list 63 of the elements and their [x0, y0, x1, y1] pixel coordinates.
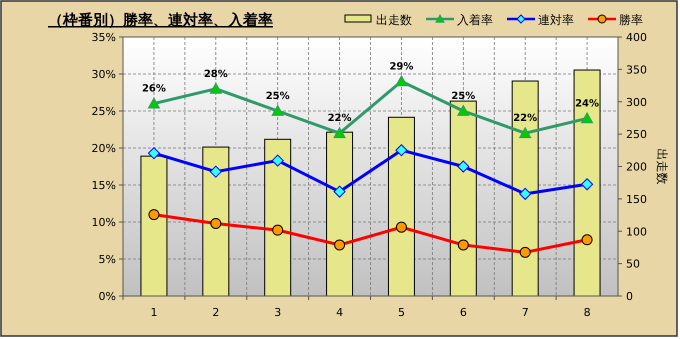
legend-label: 入着率 [457, 13, 493, 27]
data-label: 22% [328, 113, 352, 124]
y-tick-label: 15% [92, 179, 116, 192]
bar [512, 80, 539, 296]
data-label: 29% [389, 61, 414, 72]
point [519, 127, 532, 138]
point [457, 105, 470, 116]
point [395, 144, 408, 156]
y2-tick-label: 100 [626, 225, 647, 238]
x-tick-label: 6 [460, 306, 467, 319]
y-tick-label: 5% [98, 253, 116, 266]
legend-label: 連対率 [538, 13, 574, 27]
x-tick-label: 7 [522, 306, 529, 319]
data-label: 22% [513, 113, 538, 124]
bar [574, 70, 601, 296]
y2-tick-label: 400 [626, 31, 647, 44]
point [581, 178, 594, 190]
bar [140, 156, 168, 296]
y-tick-label: 25% [92, 105, 116, 118]
x-tick-label: 5 [398, 306, 405, 319]
y2-tick-label: 250 [626, 128, 647, 142]
y2-tick-label: 150 [626, 192, 647, 206]
point [457, 160, 470, 172]
point [581, 112, 594, 124]
bar [450, 100, 477, 296]
y2-axis-title: 出走数 [655, 148, 669, 184]
bar [326, 132, 354, 296]
bar [264, 138, 292, 296]
data-label: 28% [204, 68, 228, 80]
chart-title: （枠番別）勝率、連対率、入着率 [48, 11, 273, 29]
bar [202, 146, 230, 296]
point [148, 98, 160, 108]
legend-label: 出走数 [376, 13, 412, 27]
y2-tick-label: 300 [626, 96, 647, 109]
y2-tick-label: 350 [626, 63, 647, 76]
point [148, 147, 160, 160]
y2-tick-label: 200 [626, 160, 647, 174]
x-tick-label: 2 [212, 306, 220, 319]
x-tick-label: 8 [584, 306, 591, 319]
data-label: 25% [451, 91, 476, 102]
point [210, 166, 222, 178]
point [519, 188, 532, 200]
x-tick-label: 1 [150, 306, 158, 319]
x-tick-label: 4 [336, 306, 344, 319]
point [210, 82, 222, 94]
point [272, 105, 284, 116]
y-tick-label: 10% [92, 216, 116, 229]
legend-label: 勝率 [619, 13, 643, 27]
bar [388, 116, 415, 296]
y-tick-label: 30% [92, 68, 116, 81]
y-tick-label: 35% [92, 31, 116, 44]
point [395, 75, 408, 86]
point [272, 154, 284, 167]
y-tick-label: 0% [98, 290, 116, 303]
x-tick-label: 3 [274, 306, 282, 319]
point [334, 186, 346, 198]
y2-tick-label: 0 [626, 290, 633, 303]
y2-tick-label: 50 [626, 258, 640, 271]
point [334, 127, 346, 138]
data-label: 24% [575, 98, 600, 110]
y-tick-label: 20% [92, 142, 116, 155]
data-label: 26% [142, 84, 166, 95]
data-label: 25% [266, 91, 290, 102]
